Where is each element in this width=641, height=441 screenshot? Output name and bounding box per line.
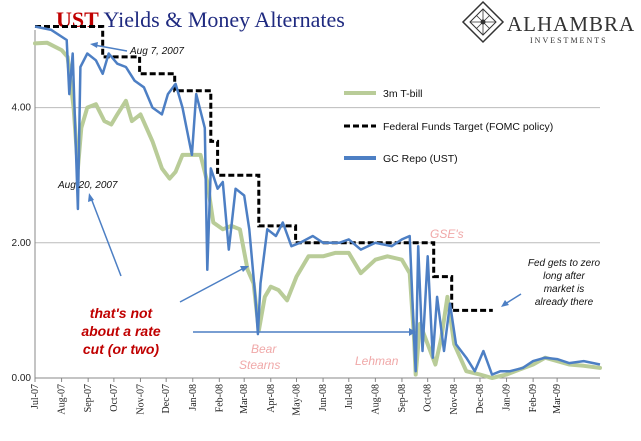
arrowhead-aug7 <box>90 42 98 48</box>
annotation-rate-2: about a rate <box>81 323 161 339</box>
annotation-gse: GSE's <box>430 227 464 241</box>
x-axis: Jul-07 Aug-07 Sep-07 Oct-07 Nov-07 Dec-07 Jan-… <box>30 377 600 416</box>
annotation-aug7: Aug 7, 2007 <box>129 46 184 57</box>
x-tick-label-19: Feb-09 <box>528 384 539 412</box>
annotation-lehman: Lehman <box>355 354 399 368</box>
y-tick-label-0: 0.00 <box>12 373 32 384</box>
x-tick-label-17: Dec-08 <box>475 384 486 413</box>
logo-name: ALHAMBRA <box>507 12 635 36</box>
annotation-rate-3: cut (or two) <box>83 341 160 357</box>
x-tick-label-12: Jul-08 <box>344 384 355 409</box>
x-tick-label-4: Nov-07 <box>135 384 146 415</box>
arrow-aug7 <box>93 44 128 52</box>
x-tick-label-18: Jan-09 <box>502 384 513 411</box>
y-tick-label-1: 2.00 <box>12 238 32 249</box>
x-tick-label-2: Sep-07 <box>83 384 94 412</box>
x-tick-label-3: Oct-07 <box>109 384 120 412</box>
chart-title-part1: UST <box>56 7 99 32</box>
annotation-fed-4: already there <box>535 297 594 308</box>
series-line-fedfunds <box>35 25 493 312</box>
x-tick-label-11: Jun-08 <box>318 384 329 411</box>
annotation-fed-2: long after <box>543 271 585 282</box>
legend-label-tbill: 3m T-bill <box>383 88 422 100</box>
y-axis: 0.00 2.00 4.00 <box>12 30 36 384</box>
chart-title: UST Yields & Money Alternates <box>56 7 345 32</box>
x-tick-label-5: Dec-07 <box>161 384 172 413</box>
arrow-aug20 <box>90 197 122 277</box>
annotation-rate-1: that's not <box>90 305 154 321</box>
x-tick-label-14: Sep-08 <box>397 384 408 412</box>
legend: 3m T-bill Federal Funds Target (FOMC pol… <box>344 88 553 165</box>
alhambra-diamond-logo-icon <box>461 0 505 44</box>
x-tick-label-6: Jan-08 <box>188 384 199 411</box>
annotation-aug20: Aug 20, 2007 <box>57 180 118 191</box>
legend-label-repo: GC Repo (UST) <box>383 153 458 165</box>
annotation-arrows <box>88 42 522 336</box>
annotation-bear-2: Stearns <box>239 358 280 372</box>
x-tick-label-1: Aug-07 <box>57 384 68 415</box>
annotation-bear-1: Bear <box>251 342 277 356</box>
arrow-fed-zero <box>504 293 522 305</box>
series-line-repo <box>34 25 601 376</box>
x-tick-label-7: Feb-08 <box>214 384 225 412</box>
annotation-fed-3: market is <box>544 284 585 295</box>
x-tick-label-13: Aug-08 <box>370 384 381 415</box>
legend-label-fedfunds: Federal Funds Target (FOMC policy) <box>383 121 553 133</box>
x-tick-label-9: Apr-08 <box>266 384 277 413</box>
x-tick-label-16: Nov-08 <box>449 384 460 415</box>
y-tick-label-2: 4.00 <box>12 103 32 114</box>
series-group <box>33 25 602 380</box>
x-tick-label-20: Mar-09 <box>552 384 563 414</box>
arrowhead-oct08 <box>409 328 416 336</box>
x-tick-label-0: Jul-07 <box>30 384 41 409</box>
x-tick-label-15: Oct-08 <box>423 384 434 412</box>
arrowhead-jan08 <box>240 266 249 272</box>
chart-title-part2: Yields & Money Alternates <box>99 7 345 32</box>
logo-sub: INVESTMENTS <box>530 36 608 45</box>
x-tick-label-8: Mar-08 <box>239 384 250 414</box>
series-line-tbill <box>33 40 602 380</box>
x-tick-label-10: May-08 <box>291 384 302 416</box>
annotation-fed-1: Fed gets to zero <box>528 258 601 269</box>
arrow-to-jan08 <box>179 267 245 303</box>
arrowhead-fed-zero <box>501 300 509 307</box>
arrowhead-aug20 <box>88 193 94 202</box>
